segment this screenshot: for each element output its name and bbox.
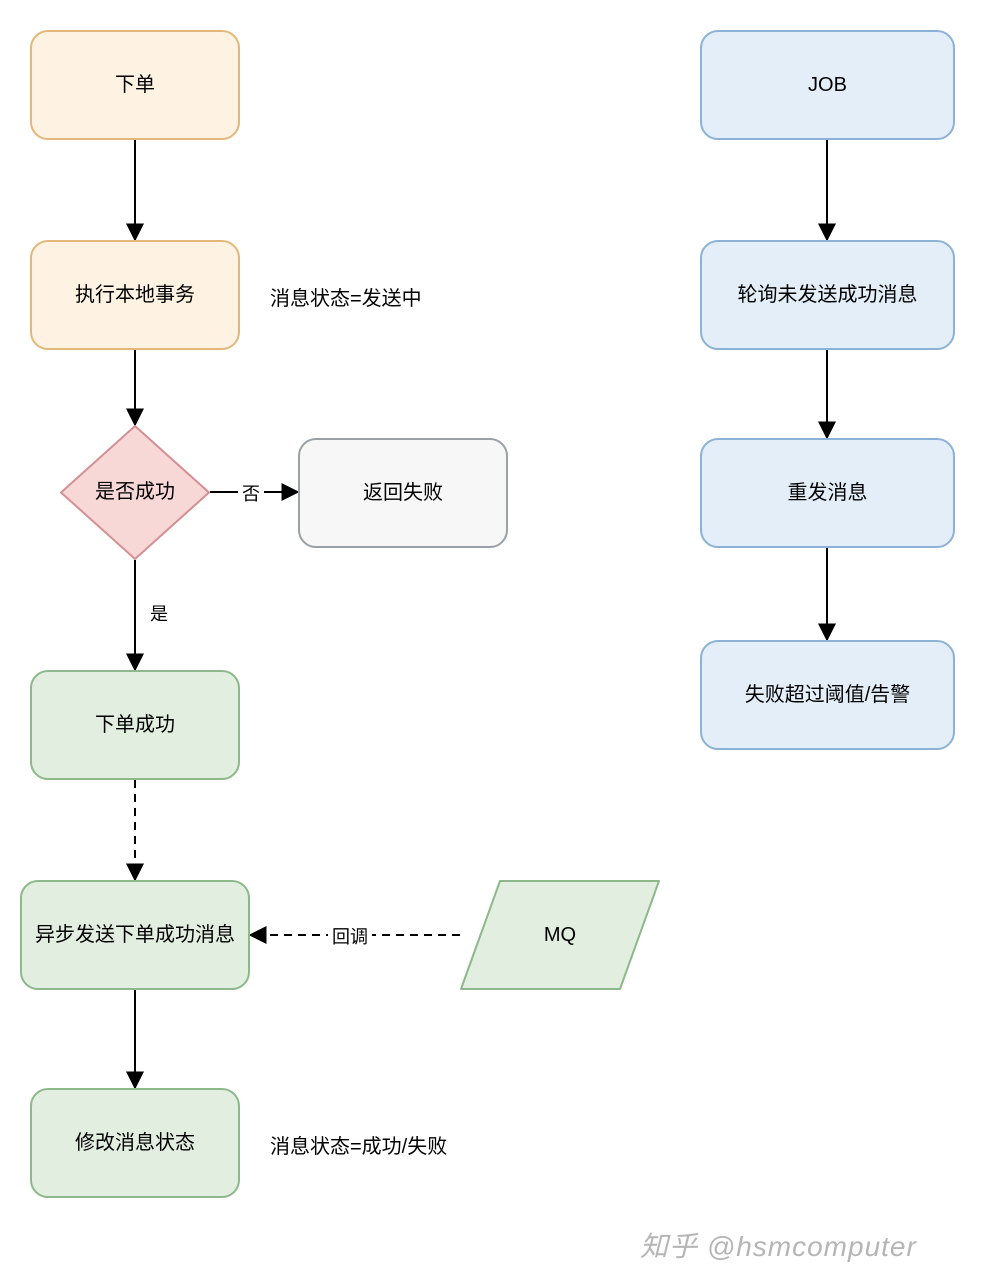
node-return-fail-label: 返回失败 (363, 480, 443, 507)
node-mq: MQ (460, 880, 660, 990)
node-job: JOB (700, 30, 955, 140)
edge-e6-label: 回调 (328, 923, 372, 949)
node-return-fail: 返回失败 (298, 438, 508, 548)
node-success-q-label: 是否成功 (95, 479, 175, 506)
node-job-label: JOB (808, 72, 847, 99)
node-update-state: 修改消息状态 (30, 1088, 240, 1198)
node-local-tx: 执行本地事务 (30, 240, 240, 350)
node-order: 下单 (30, 30, 240, 140)
node-alert-label: 失败超过阈值/告警 (745, 682, 911, 709)
edge-e4-label: 是 (146, 600, 172, 626)
node-local-tx-label: 执行本地事务 (75, 282, 195, 309)
watermark: 知乎 @hsmcomputer (640, 1225, 917, 1265)
node-resend-label: 重发消息 (788, 480, 868, 507)
node-alert: 失败超过阈值/告警 (700, 640, 955, 750)
label-lbl-sending: 消息状态=发送中 (270, 282, 422, 311)
flowchart-canvas: 下单执行本地事务是否成功 返回失败下单成功异步发送下单成功消息 MQ 修改消息状态 JO… (0, 0, 986, 1268)
node-async-send-label: 异步发送下单成功消息 (35, 922, 235, 949)
node-async-send: 异步发送下单成功消息 (20, 880, 250, 990)
label-lbl-result: 消息状态=成功/失败 (270, 1130, 447, 1159)
node-poll: 轮询未发送成功消息 (700, 240, 955, 350)
node-poll-label: 轮询未发送成功消息 (738, 282, 918, 309)
node-order-ok-label: 下单成功 (95, 712, 175, 739)
node-mq-label: MQ (544, 922, 576, 949)
node-update-state-label: 修改消息状态 (75, 1130, 195, 1157)
edges-layer (0, 0, 986, 1268)
node-success-q: 是否成功 (60, 425, 210, 560)
node-resend: 重发消息 (700, 438, 955, 548)
edge-e3-label: 否 (238, 480, 264, 506)
node-order-ok: 下单成功 (30, 670, 240, 780)
node-order-label: 下单 (115, 72, 155, 99)
